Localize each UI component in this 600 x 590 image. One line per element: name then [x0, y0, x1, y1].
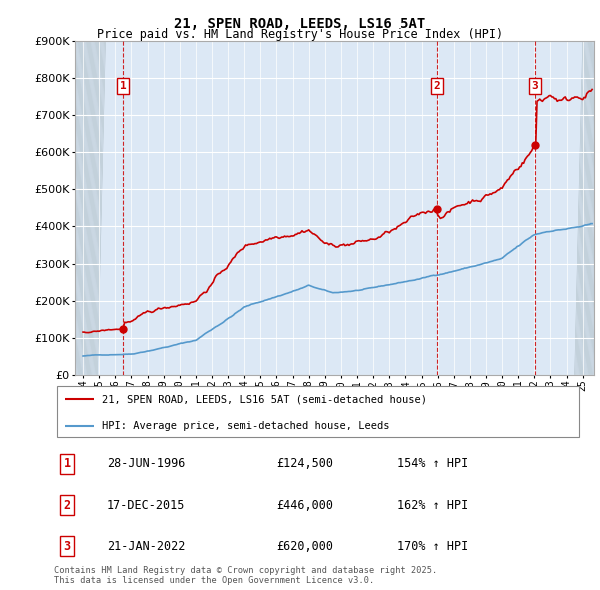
Text: 2: 2 [434, 81, 440, 91]
Text: 17-DEC-2015: 17-DEC-2015 [107, 499, 185, 512]
Text: 21, SPEN ROAD, LEEDS, LS16 5AT (semi-detached house): 21, SPEN ROAD, LEEDS, LS16 5AT (semi-det… [101, 394, 427, 404]
Text: 154% ↑ HPI: 154% ↑ HPI [397, 457, 469, 470]
Text: 1: 1 [120, 81, 127, 91]
Bar [75, 41, 90, 375]
Text: 3: 3 [64, 540, 71, 553]
Text: 21-JAN-2022: 21-JAN-2022 [107, 540, 185, 553]
Text: £124,500: £124,500 [276, 457, 333, 470]
Text: 3: 3 [532, 81, 539, 91]
Text: 2: 2 [64, 499, 71, 512]
Text: Contains HM Land Registry data © Crown copyright and database right 2025.
This d: Contains HM Land Registry data © Crown c… [54, 566, 437, 585]
Text: 28-JUN-1996: 28-JUN-1996 [107, 457, 185, 470]
Text: Price paid vs. HM Land Registry's House Price Index (HPI): Price paid vs. HM Land Registry's House … [97, 28, 503, 41]
Text: £620,000: £620,000 [276, 540, 333, 553]
Text: 170% ↑ HPI: 170% ↑ HPI [397, 540, 469, 553]
Text: 162% ↑ HPI: 162% ↑ HPI [397, 499, 469, 512]
Text: £446,000: £446,000 [276, 499, 333, 512]
Text: 1: 1 [64, 457, 71, 470]
Text: 21, SPEN ROAD, LEEDS, LS16 5AT: 21, SPEN ROAD, LEEDS, LS16 5AT [175, 17, 425, 31]
FancyBboxPatch shape [56, 386, 580, 437]
Text: HPI: Average price, semi-detached house, Leeds: HPI: Average price, semi-detached house,… [101, 421, 389, 431]
